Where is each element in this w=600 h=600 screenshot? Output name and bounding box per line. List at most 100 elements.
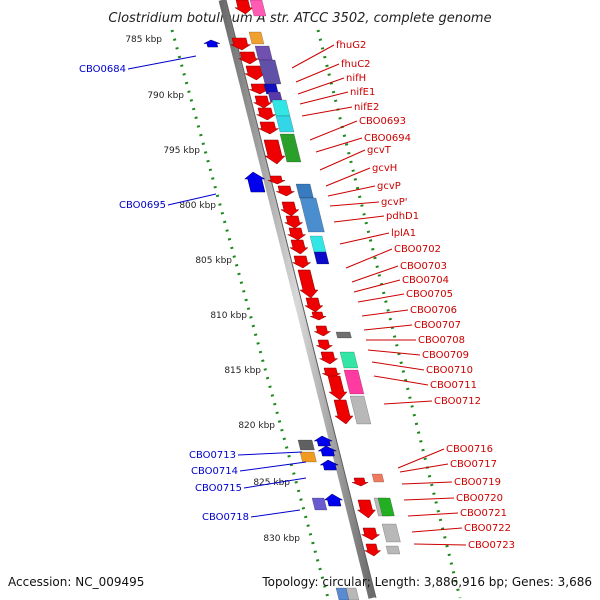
outer-track (316, 29, 462, 599)
scale-labels: 785 kbp 790 kbp 795 kbp 800 kbp 805 kbp 810 k… (125, 35, 300, 544)
genome-backbone (218, 0, 376, 599)
gene-label[interactable]: CBO0709 (422, 350, 469, 361)
gene-block (271, 99, 291, 117)
gene-label[interactable]: CBO0711 (430, 380, 477, 391)
gene-arrow-blue (313, 435, 333, 447)
gene-arrow-red (238, 51, 260, 65)
gene-label[interactable]: CBO0722 (464, 523, 511, 534)
map-title: Clostridium botulinum A str. ATCC 3502, … (108, 11, 491, 26)
scale-label: 795 kbp (163, 146, 200, 156)
gene-label[interactable]: CBO0702 (394, 244, 441, 255)
leader-line (399, 463, 449, 473)
gene-label[interactable]: CBO0716 (446, 444, 493, 455)
leader-line (243, 477, 307, 489)
gene-label[interactable]: CBO0704 (402, 275, 449, 286)
gene-arrow-red (258, 121, 280, 135)
scale-label: 800 kbp (179, 201, 216, 211)
gene-label[interactable]: CBO0706 (410, 305, 457, 316)
gene-label[interactable]: CBO0713 (189, 450, 236, 461)
gene-label[interactable]: CBO0693 (359, 116, 406, 127)
gene-block (381, 523, 401, 543)
gene-block (249, 0, 267, 17)
gene-label[interactable]: CBO0718 (202, 512, 249, 523)
leader-line (319, 149, 366, 171)
gene-label[interactable]: CBO0712 (434, 396, 481, 407)
leader-line (327, 185, 376, 197)
gene-label[interactable]: gcvT (367, 145, 392, 156)
gene-label[interactable]: CBO0694 (364, 133, 411, 144)
gene-block (295, 183, 314, 199)
gene-label[interactable]: CBO0703 (400, 261, 447, 272)
gene-label[interactable]: CBO0684 (79, 64, 126, 75)
gene-arrow-red (268, 175, 286, 185)
gene-label[interactable]: CBO0715 (195, 483, 242, 494)
gene-label[interactable]: nifH (346, 73, 366, 84)
gene-arrow-red (263, 139, 286, 165)
gene-label[interactable]: nifE1 (350, 87, 375, 98)
gene-label[interactable]: CBO0710 (426, 365, 473, 376)
gene-label[interactable]: CBO0695 (119, 200, 166, 211)
gene-arrow-red (304, 297, 324, 313)
leader-line (363, 324, 413, 331)
gene-block (254, 45, 273, 61)
leader-line (351, 265, 399, 283)
leader-line (403, 497, 455, 501)
gene-arrow-red (292, 255, 312, 269)
gene-block (349, 395, 372, 425)
leader-line (301, 106, 353, 117)
gene-arrow-red (256, 107, 277, 121)
gene-arrow-red (284, 215, 304, 229)
gene-label[interactable]: CBO0705 (406, 289, 453, 300)
gene-arrow-red (351, 477, 369, 487)
gene-label[interactable]: CBO0707 (414, 320, 461, 331)
gene-arrow-red (319, 351, 339, 365)
gene-arrow-red (309, 311, 327, 321)
gene-label[interactable]: CBO0721 (460, 508, 507, 519)
scale-label: 820 kbp (238, 421, 275, 431)
gene-block (385, 545, 401, 555)
gene-arrow-red (361, 527, 381, 541)
gene-label[interactable]: pdhD1 (386, 211, 419, 222)
scale-label: 790 kbp (147, 91, 184, 101)
leader-line (309, 120, 358, 141)
gene-block (313, 251, 330, 265)
gene-labels: fhuG2fhuC2nifHnifE1nifE2CBO0693CBO0694gc… (79, 40, 515, 551)
gene-label[interactable]: gcvP (377, 181, 401, 192)
gene-arrow-blue (203, 39, 220, 48)
gene-label[interactable]: CBO0714 (191, 466, 238, 477)
leader-line (367, 349, 421, 356)
gene-arrow-red (253, 95, 273, 109)
leader-line (315, 137, 363, 153)
leader-line (411, 527, 463, 533)
gene-arrow-blue (244, 171, 266, 193)
gene-block (297, 439, 315, 451)
gene-label[interactable]: gcvH (372, 163, 397, 174)
leader-line (357, 293, 405, 303)
gene-label[interactable]: gcvP' (381, 197, 408, 208)
gene-label[interactable]: CBO0723 (468, 540, 515, 551)
leader-line (345, 248, 393, 269)
gene-block (311, 497, 328, 511)
gene-label[interactable]: fhuG2 (336, 40, 366, 51)
gene-block (345, 587, 360, 600)
gene-block (258, 59, 282, 85)
gene-arrow-red (297, 269, 319, 299)
gene-label[interactable]: CBO0719 (454, 477, 501, 488)
gene-label[interactable]: nifE2 (354, 102, 379, 113)
gene-label[interactable]: CBO0720 (456, 493, 503, 504)
leader-line (407, 512, 459, 517)
gene-label[interactable]: lplA1 (391, 228, 416, 239)
gene-block (335, 331, 352, 339)
gene-label[interactable]: CBO0717 (450, 459, 497, 470)
gene-label[interactable]: CBO0708 (418, 335, 465, 346)
gene-arrow-red (234, 0, 254, 15)
gene-arrow-red (287, 227, 307, 241)
scale-label: 815 kbp (224, 366, 261, 376)
gene-block (371, 473, 385, 483)
leader-line (127, 55, 197, 70)
genes (203, 0, 401, 600)
gene-label[interactable]: fhuC2 (341, 59, 371, 70)
leader-line (329, 201, 380, 207)
gene-arrow-blue (319, 459, 339, 471)
